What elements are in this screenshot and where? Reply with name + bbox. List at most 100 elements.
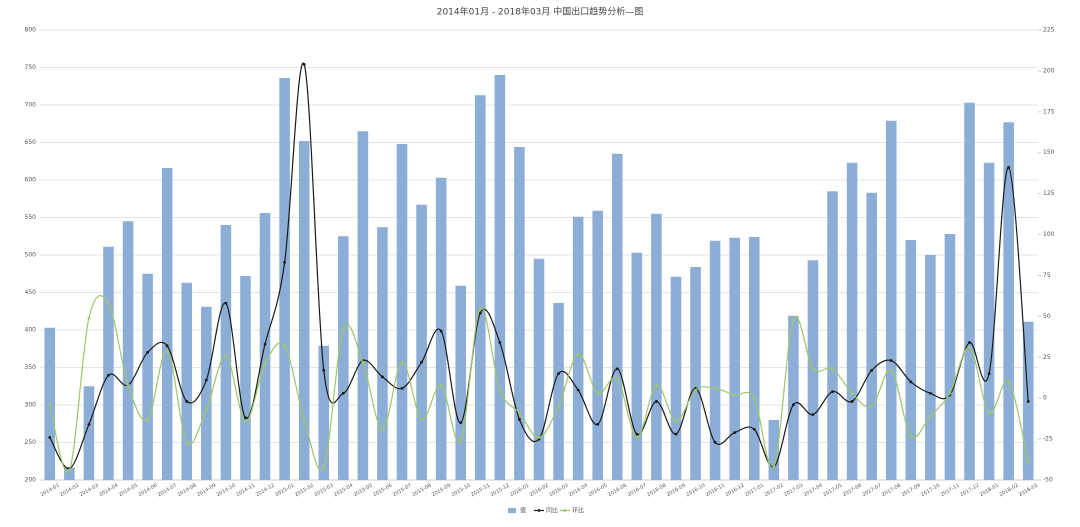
point (948, 391, 952, 395)
legend-label: 同比 (546, 507, 558, 515)
point (694, 388, 697, 392)
point (48, 436, 52, 439)
point (204, 378, 208, 382)
bar (709, 240, 721, 480)
x-tick-label: 2015-02 (294, 483, 315, 499)
point (1007, 166, 1011, 169)
bar (572, 216, 584, 480)
y2-tick-label: 175 (1043, 108, 1055, 115)
y2-tick-label: -50 (1043, 477, 1053, 484)
x-tick-label: 2016-05 (587, 483, 608, 499)
x-tick-label: 2015-09 (431, 483, 452, 499)
point (615, 367, 619, 371)
x-tick-label: 2014-12 (255, 483, 276, 499)
legend-swatch (537, 509, 541, 512)
point (381, 375, 384, 379)
x-tick-label: 2016-01 (509, 483, 530, 499)
x-tick-label: 2018-03 (1018, 483, 1039, 499)
x-tick-label: 2017-07 (861, 483, 882, 499)
point (283, 344, 287, 348)
point (420, 360, 423, 364)
bar (83, 386, 95, 480)
x-tick-label: 2015-10 (450, 483, 471, 499)
point (831, 390, 834, 394)
x-tick-label: 2016-07 (627, 483, 648, 499)
point (244, 416, 247, 420)
x-tick-label: 2015-08 (411, 483, 432, 499)
x-tick-label: 2016-04 (568, 483, 589, 499)
x-tick-label: 2017-12 (959, 483, 980, 499)
y-tick-label: 650 (25, 139, 37, 146)
point (791, 403, 795, 407)
bar (377, 227, 388, 480)
point (126, 383, 130, 387)
point (791, 318, 795, 322)
point (850, 400, 854, 403)
bar (846, 162, 858, 480)
y-tick-label: 600 (25, 177, 37, 184)
x-tick-label: 2015-11 (470, 483, 491, 499)
point (185, 440, 189, 444)
bar (944, 234, 956, 480)
point (1026, 400, 1030, 403)
point (1007, 380, 1011, 384)
y-tick-label: 350 (25, 364, 37, 371)
bar (964, 102, 975, 480)
point (165, 349, 169, 353)
y-tick-label: 500 (25, 252, 37, 259)
point (67, 468, 71, 472)
point (772, 465, 776, 469)
point (381, 427, 384, 431)
point (909, 434, 913, 438)
bar (1003, 122, 1014, 480)
bar (396, 144, 408, 480)
point (439, 383, 443, 387)
point (204, 408, 208, 412)
bar (279, 78, 290, 480)
chart-title: 2014年01月 - 2018年03月 中国出口趋势分析—图 (437, 6, 644, 18)
point (537, 436, 541, 439)
point (576, 352, 580, 356)
y-tick-label: 450 (25, 289, 37, 296)
bar (631, 252, 643, 480)
bar (553, 303, 564, 480)
x-tick-label: 2017-11 (940, 483, 961, 499)
bar (122, 221, 134, 480)
x-tick-label: 2016-03 (548, 483, 569, 499)
point (263, 342, 267, 346)
x-tick-label: 2017-08 (881, 483, 902, 499)
point (302, 418, 306, 421)
x-tick-label: 2014-11 (235, 483, 256, 499)
point (459, 421, 463, 425)
x-tick-label: 2016-12 (724, 483, 745, 499)
x-tick-label: 2014-02 (59, 483, 80, 499)
point (635, 436, 639, 439)
y2-tick-label: 0 (1043, 395, 1047, 402)
x-tick-label: 2016-11 (705, 483, 726, 499)
legend-label: 值 (520, 507, 526, 515)
point (596, 391, 600, 395)
bar (983, 162, 995, 480)
x-tick-label: 2015-06 (372, 483, 393, 499)
point (87, 422, 91, 426)
point (928, 391, 932, 395)
point (811, 413, 815, 416)
y2-tick-label: 50 (1043, 313, 1051, 320)
point (518, 411, 521, 415)
point (909, 380, 913, 384)
bar (729, 237, 740, 480)
point (224, 354, 228, 358)
bar (435, 177, 447, 480)
bar (161, 168, 173, 480)
point (596, 422, 600, 426)
bar (768, 420, 780, 480)
bar (611, 153, 623, 480)
y2-tick-label: 125 (1043, 190, 1055, 197)
bar (357, 131, 369, 480)
point (439, 329, 443, 333)
x-tick-label: 2014-07 (157, 483, 178, 499)
y-tick-label: 400 (25, 327, 37, 334)
y2-tick-label: 150 (1043, 149, 1055, 156)
point (968, 346, 971, 349)
point (322, 368, 326, 372)
